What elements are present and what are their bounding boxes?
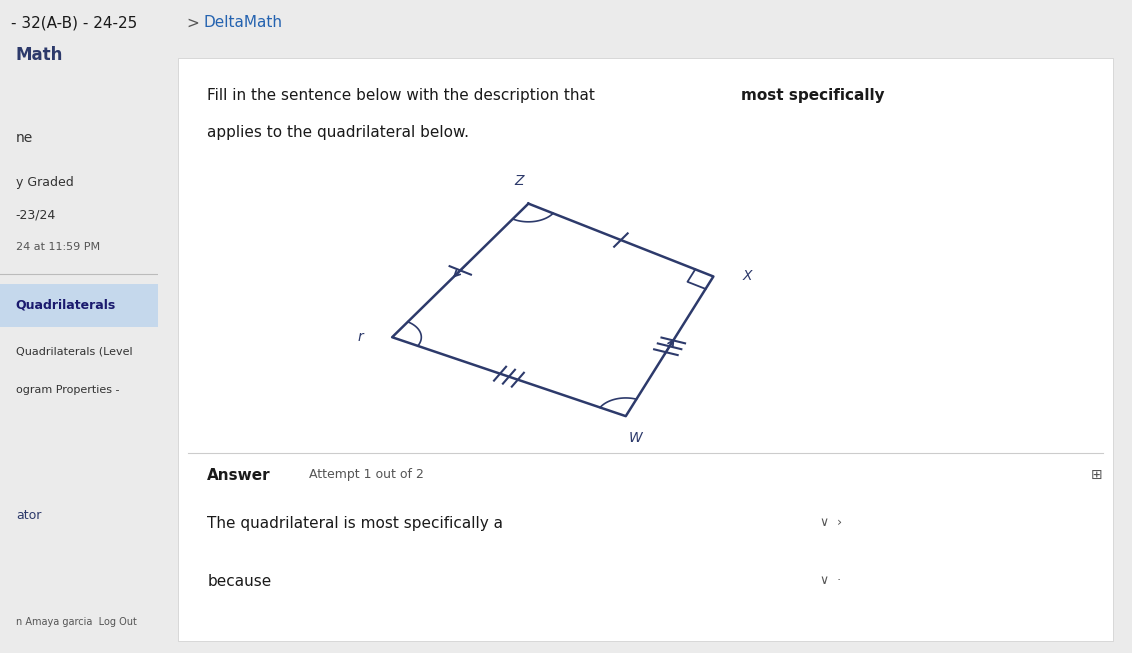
Text: ⊞: ⊞ <box>1091 468 1103 482</box>
Text: Quadrilaterals (Level: Quadrilaterals (Level <box>16 346 132 356</box>
Text: Attempt 1 out of 2: Attempt 1 out of 2 <box>309 468 424 481</box>
Text: Fill in the sentence below with the description that: Fill in the sentence below with the desc… <box>207 88 600 103</box>
Text: Z: Z <box>514 174 523 189</box>
Text: ∨  ›: ∨ › <box>821 517 842 530</box>
Text: ne: ne <box>16 131 33 144</box>
Text: >: > <box>187 16 199 30</box>
Text: ∨  ·: ∨ · <box>821 574 841 587</box>
Text: -23/24: -23/24 <box>16 209 57 222</box>
Text: ogram Properties -: ogram Properties - <box>16 385 119 395</box>
Text: r: r <box>358 330 363 344</box>
Text: ator: ator <box>16 509 41 522</box>
Text: n Amaya garcia  Log Out: n Amaya garcia Log Out <box>16 617 137 627</box>
Text: X: X <box>743 270 752 283</box>
Text: most specifically: most specifically <box>740 88 884 103</box>
Text: Quadrilaterals: Quadrilaterals <box>16 298 117 311</box>
Text: W: W <box>628 432 642 445</box>
FancyBboxPatch shape <box>178 58 1113 641</box>
Text: Math: Math <box>16 46 63 64</box>
Text: Answer: Answer <box>207 468 271 483</box>
Text: y Graded: y Graded <box>16 176 74 189</box>
Text: - 32(A-B) - 24-25: - 32(A-B) - 24-25 <box>11 16 138 30</box>
Text: DeltaMath: DeltaMath <box>204 16 283 30</box>
Text: because: because <box>207 574 272 589</box>
Text: applies to the quadrilateral below.: applies to the quadrilateral below. <box>207 125 469 140</box>
Text: 24 at 11:59 PM: 24 at 11:59 PM <box>16 242 100 251</box>
FancyBboxPatch shape <box>0 284 158 326</box>
Text: The quadrilateral is most specifically a: The quadrilateral is most specifically a <box>207 517 503 532</box>
